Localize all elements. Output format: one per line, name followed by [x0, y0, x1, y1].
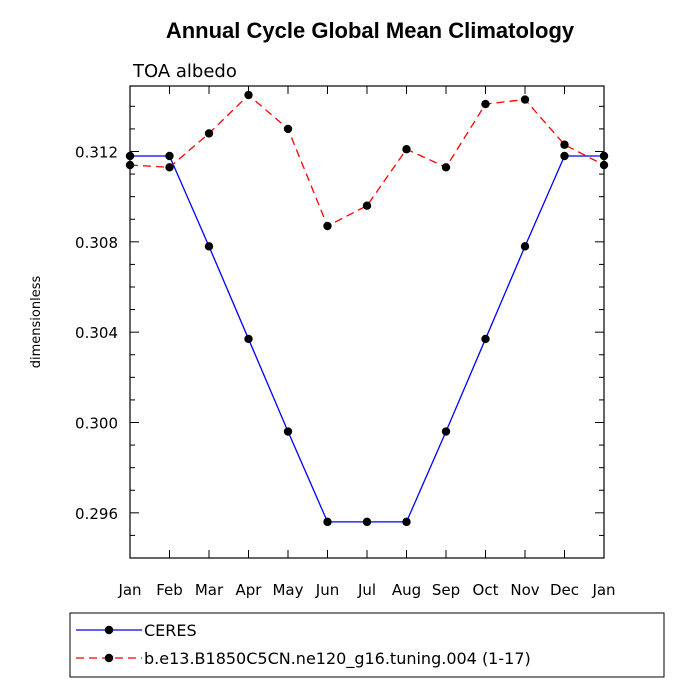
x-tick-label: Feb	[156, 581, 183, 599]
y-axis-labels: 0.296 0.300 0.304 0.308 0.312	[75, 143, 118, 522]
series-point	[323, 517, 332, 527]
series-point	[441, 163, 451, 172]
series-point	[283, 427, 293, 436]
series-point	[362, 201, 372, 210]
series-point	[481, 334, 490, 344]
x-tick-label: Dec	[550, 581, 579, 599]
x-tick-label: Sep	[432, 581, 460, 599]
series-point	[323, 221, 332, 231]
series-point	[125, 160, 135, 170]
series-point	[441, 427, 451, 436]
x-tick-label: Jan	[591, 581, 615, 599]
chart-title: Annual Cycle Global Mean Climatology	[166, 18, 575, 43]
series-point	[244, 90, 253, 100]
series-point	[520, 95, 530, 104]
x-axis-labels: Jan Feb Mar Apr May Jun Jul Aug Sep Oct Nov Dec Jan	[117, 581, 615, 599]
series-point	[481, 99, 490, 109]
x-tick-label: Nov	[510, 581, 539, 599]
series-point	[599, 151, 609, 161]
x-tick-label: Oct	[473, 581, 499, 599]
series-point	[362, 517, 372, 527]
x-tick-label: Jul	[357, 581, 376, 599]
series-point	[165, 151, 174, 161]
legend-label: b.e13.B1850C5CN.ne120_g16.tuning.004 (1-…	[144, 649, 531, 669]
series-line	[130, 155, 604, 523]
series-point	[244, 334, 253, 344]
axis-ticks	[129, 86, 605, 559]
series-point	[204, 129, 214, 138]
x-tick-label: Jun	[315, 581, 339, 599]
y-tick-label: 0.296	[75, 505, 118, 523]
legend: CERES b.e13.B1850C5CN.ne120_g16.tuning.00…	[76, 621, 531, 669]
series-group	[125, 90, 609, 527]
x-tick-label: Apr	[236, 581, 263, 599]
legend-box	[69, 612, 665, 678]
x-tick-label: Aug	[392, 581, 421, 599]
series-point	[204, 242, 214, 251]
y-tick-label: 0.308	[75, 234, 118, 252]
series-point	[165, 163, 174, 172]
legend-marker	[104, 625, 114, 635]
chart-subtitle: TOA albedo	[132, 61, 237, 82]
series-point	[402, 145, 411, 154]
plot-frame	[129, 85, 605, 559]
series-point	[599, 160, 609, 170]
x-tick-label: Jan	[117, 581, 141, 599]
y-tick-label: 0.300	[75, 414, 118, 432]
series-point	[125, 151, 135, 161]
y-axis-label: dimensionless	[29, 276, 44, 369]
y-tick-label: 0.304	[75, 324, 118, 342]
x-tick-label: May	[272, 581, 303, 599]
series-point	[520, 242, 530, 251]
series-point	[560, 140, 569, 149]
series-point	[560, 151, 569, 161]
y-tick-label: 0.312	[75, 143, 118, 161]
series-point	[402, 517, 411, 527]
x-tick-label: Mar	[195, 581, 224, 599]
legend-label: CERES	[144, 621, 197, 640]
series-point	[283, 124, 293, 134]
legend-marker	[104, 653, 114, 663]
